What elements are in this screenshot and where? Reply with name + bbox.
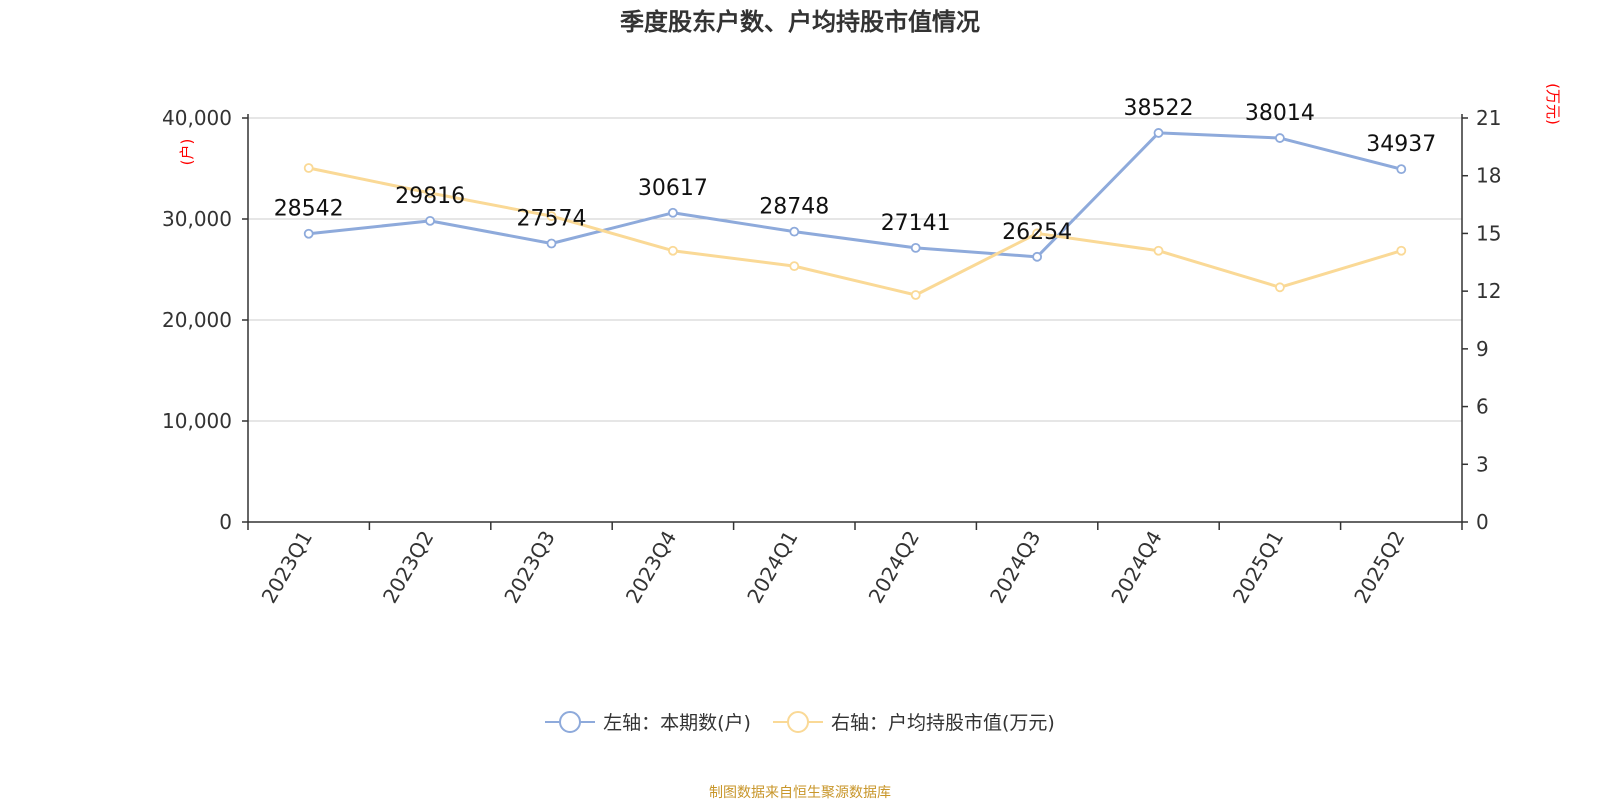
x-axis-tick-label: 2024Q4	[1106, 527, 1166, 608]
data-point-right	[1153, 245, 1164, 256]
data-point-right	[789, 261, 800, 272]
right-axis-tick-label: 12	[1476, 279, 1501, 303]
left-axis-unit-label: (户)	[178, 139, 196, 166]
data-point-left	[1396, 164, 1407, 175]
data-point-right	[1032, 228, 1042, 239]
data-point-right	[303, 163, 314, 173]
source-note: 制图数据来自恒生聚源数据库	[709, 785, 891, 801]
data-point-right	[425, 188, 436, 198]
data-label: 30617	[638, 176, 708, 201]
right-axis-tick-label: 6	[1476, 395, 1489, 419]
right-axis-tick-label: 21	[1476, 106, 1501, 130]
legend-item-left[interactable]: 左轴：本期数(户)	[545, 708, 751, 735]
left-axis-tick-label: 30,000	[162, 207, 232, 231]
data-point-right	[910, 290, 921, 300]
data-point-left	[910, 242, 921, 253]
data-point-right	[546, 211, 557, 222]
data-label: 27141	[881, 211, 951, 236]
data-point-left	[1275, 133, 1285, 143]
legend-right-label: 右轴：户均持股市值(万元)	[831, 712, 1055, 734]
legend-left-marker-icon	[545, 710, 596, 733]
left-axis-tick-label: 10,000	[162, 409, 232, 433]
data-label: 28748	[759, 195, 829, 220]
left-axis-tick-label: 20,000	[162, 308, 232, 332]
data-point-left	[1032, 251, 1042, 262]
right-axis-tick-label: 3	[1476, 452, 1489, 476]
data-label: 28542	[274, 197, 344, 222]
legend: 左轴：本期数(户) 右轴：户均持股市值(万元)	[0, 708, 1600, 739]
data-label: 26254	[1002, 220, 1072, 245]
x-axis-tick-label: 2025Q1	[1228, 527, 1288, 608]
x-axis-tick-label: 2024Q1	[742, 527, 802, 608]
right-axis-tick-label: 15	[1476, 221, 1501, 245]
data-label: 27574	[517, 207, 587, 232]
left-axis-tick-label: 0	[219, 510, 232, 534]
data-point-left	[668, 207, 678, 218]
legend-left-label: 左轴：本期数(户)	[603, 712, 751, 734]
data-point-left	[546, 238, 557, 249]
right-axis-tick-label: 18	[1476, 164, 1501, 188]
data-point-left	[789, 226, 800, 237]
x-axis-tick-label: 2025Q2	[1349, 527, 1409, 608]
chart-title: 季度股东户数、户均持股市值情况	[620, 8, 980, 36]
data-point-right	[1396, 245, 1407, 256]
x-axis-tick-label: 2024Q2	[864, 527, 924, 608]
legend-item-right[interactable]: 右轴：户均持股市值(万元)	[773, 708, 1055, 735]
data-point-right	[1275, 282, 1285, 293]
right-axis-unit-label: (万元)	[1544, 83, 1562, 125]
right-axis-tick-label: 0	[1476, 510, 1489, 534]
data-point-left	[1153, 128, 1164, 138]
left-axis-tick-label: 40,000	[162, 106, 232, 130]
data-label: 34937	[1366, 132, 1436, 157]
legend-right-marker-icon	[773, 710, 824, 733]
data-label: 29816	[395, 184, 465, 209]
series-line-left	[308, 131, 1402, 259]
data-label: 38014	[1245, 101, 1315, 126]
x-axis-tick-label: 2024Q3	[985, 527, 1045, 608]
series-line-right	[308, 166, 1402, 297]
x-axis-tick-label: 2023Q3	[499, 527, 559, 608]
x-axis-tick-label: 2023Q2	[378, 527, 438, 608]
data-point-left	[425, 215, 436, 226]
right-axis-tick-label: 9	[1476, 337, 1489, 361]
x-axis-tick-label: 2023Q4	[621, 527, 681, 608]
data-label: 38522	[1124, 96, 1194, 121]
data-point-left	[303, 228, 314, 239]
data-point-right	[668, 245, 678, 256]
x-axis-tick-label: 2023Q1	[257, 527, 317, 608]
